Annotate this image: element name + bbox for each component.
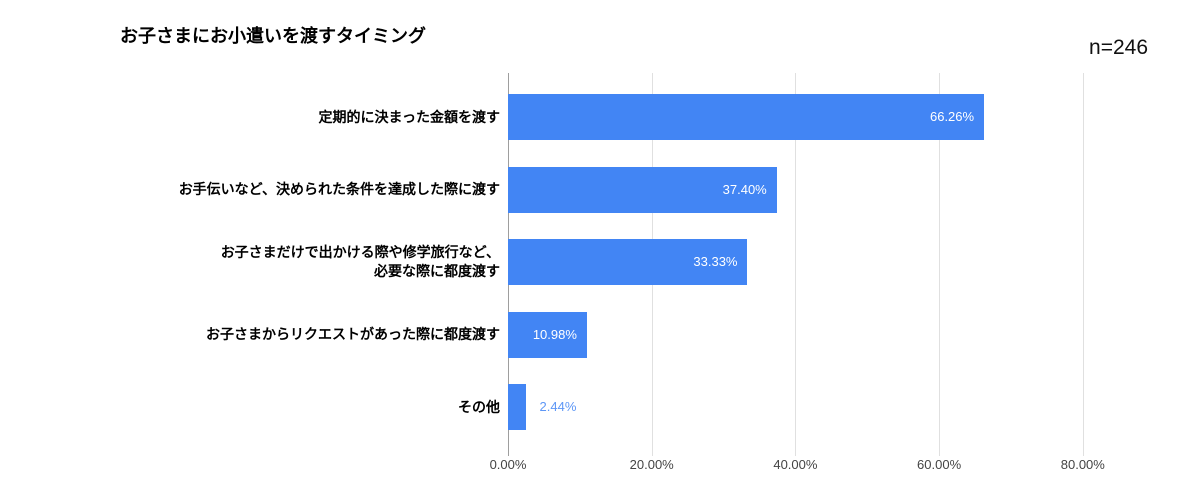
bar[interactable] [508, 94, 985, 140]
x-axis-tick-label: 80.00% [1060, 457, 1105, 472]
bar-row: 10.98% [508, 311, 1155, 358]
category-label: その他 [458, 398, 500, 415]
category-label: 定期的に決まった金額を渡す [318, 108, 500, 125]
plot-area: 66.26% 37.40% 33.33% 10.98% 2.44% [508, 73, 1155, 456]
x-axis-tick-label: 60.00% [917, 457, 962, 472]
bar-row: 33.33% [508, 239, 1155, 285]
bar-row: 2.44% [508, 384, 1155, 430]
bar-value-label: 33.33% [693, 254, 738, 269]
bar-value-label: 10.98% [532, 326, 577, 342]
bar[interactable] [508, 311, 587, 358]
x-gridline [939, 73, 941, 456]
chart-title: お子さまにお小遣いを渡すタイミング [120, 26, 426, 46]
bar[interactable] [508, 384, 526, 430]
category-label: お子さまからリクエストがあった際に都度渡す [206, 326, 500, 342]
x-gridline [1082, 73, 1084, 456]
bar-row: 37.40% [508, 166, 1155, 213]
x-axis-tick-label: 40.00% [773, 457, 818, 472]
x-axis-tick-label: 20.00% [629, 457, 674, 472]
sample-size-label: n=246 [1089, 36, 1148, 59]
bar-value-label: 2.44% [539, 399, 577, 414]
category-label: お子さまだけで出かける際や修学旅行など、 必要な際に都度渡す [220, 244, 500, 279]
bar[interactable] [508, 166, 777, 213]
x-gridline [795, 73, 797, 456]
bar-row: 66.26% [508, 94, 1155, 140]
bar-value-label: 37.40% [722, 181, 767, 197]
category-label: お手伝いなど、決められた条件を達成した際に渡す [178, 181, 500, 197]
x-axis-tick-label: 0.00% [489, 457, 527, 472]
bar[interactable] [508, 239, 748, 285]
bar-value-label: 66.26% [929, 109, 975, 124]
